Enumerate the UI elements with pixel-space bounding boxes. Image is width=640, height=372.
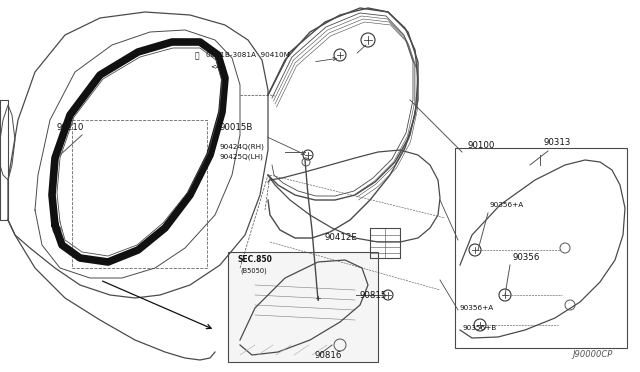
Text: 90356+A: 90356+A — [490, 202, 524, 208]
Text: 90210: 90210 — [56, 123, 84, 132]
Text: 90015B: 90015B — [220, 123, 253, 132]
Text: 90424Q(RH): 90424Q(RH) — [220, 143, 265, 150]
Bar — [455, 148, 627, 348]
Text: 90356+B: 90356+B — [463, 325, 497, 331]
Text: 0B91B-3081A  90410M: 0B91B-3081A 90410M — [206, 52, 290, 58]
Bar — [72, 120, 207, 268]
Text: SEC.850: SEC.850 — [237, 255, 272, 264]
Text: 90412E: 90412E — [325, 233, 358, 242]
Text: 90356+A: 90356+A — [460, 305, 494, 311]
Text: 90356: 90356 — [513, 253, 540, 262]
Text: 90816: 90816 — [315, 351, 342, 360]
Text: 90313: 90313 — [544, 138, 572, 147]
Text: Ⓝ: Ⓝ — [195, 51, 199, 60]
Bar — [228, 252, 378, 362]
Text: 90815: 90815 — [360, 291, 387, 300]
Text: <4>: <4> — [210, 64, 226, 70]
Text: J90000CP: J90000CP — [572, 350, 612, 359]
Text: 90100: 90100 — [468, 141, 495, 150]
Text: (B5050): (B5050) — [240, 267, 267, 273]
Text: 90425Q(LH): 90425Q(LH) — [220, 153, 264, 160]
